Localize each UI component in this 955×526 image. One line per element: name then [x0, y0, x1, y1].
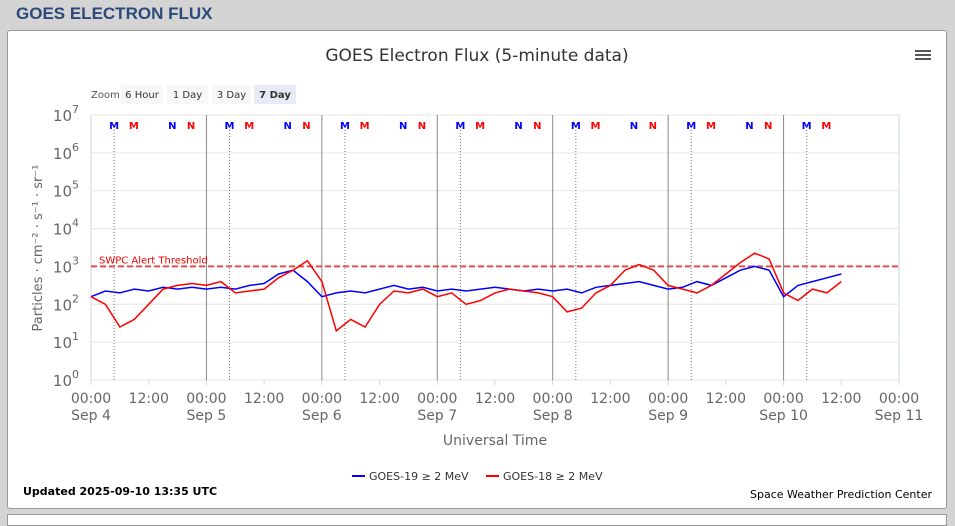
marker-N: N — [168, 121, 176, 132]
zoom-button-3[interactable] — [254, 85, 296, 104]
x-tick-time: 00:00 — [533, 391, 573, 407]
marker-M: M — [821, 121, 831, 132]
x-tick-date: Sep 6 — [302, 408, 342, 424]
page-header: GOES ELECTRON FLUX — [16, 4, 213, 23]
marker-M: M — [686, 121, 696, 132]
marker-M: M — [571, 121, 581, 132]
marker-N: N — [514, 121, 522, 132]
marker-N: N — [630, 121, 638, 132]
marker-M: M — [225, 121, 235, 132]
marker-M: M — [340, 121, 350, 132]
series-line-goes18 — [90, 252, 842, 333]
y-tick-label: 103 — [53, 254, 79, 276]
x-tick-time: 00:00 — [879, 391, 919, 407]
x-tick-time: 12:00 — [821, 391, 861, 407]
marker-M: M — [591, 121, 601, 132]
x-tick-time: 00:00 — [186, 391, 226, 407]
marker-N: N — [284, 121, 292, 132]
chart-title: GOES Electron Flux (5-minute data) — [325, 46, 628, 66]
legend-item-goes18[interactable]: GOES-18 ≥ 2 MeV — [503, 470, 603, 483]
y-tick-label: 105 — [53, 179, 79, 201]
legend-item-goes19[interactable]: GOES-19 ≥ 2 MeV — [369, 470, 469, 483]
marker-M: M — [109, 121, 119, 132]
y-tick-label: 102 — [53, 292, 79, 314]
marker-M: M — [129, 121, 139, 132]
marker-M: M — [360, 121, 370, 132]
marker-M: M — [706, 121, 716, 132]
x-tick-date: Sep 11 — [875, 408, 924, 424]
marker-M: M — [802, 121, 812, 132]
x-axis-title: Universal Time — [443, 433, 547, 449]
marker-N: N — [399, 121, 407, 132]
marker-N: N — [649, 121, 657, 132]
zoom-button-label[interactable]: 3 Day — [217, 90, 246, 101]
x-tick-date: Sep 7 — [417, 408, 457, 424]
marker-M: M — [475, 121, 485, 132]
credit-text: Space Weather Prediction Center — [750, 488, 932, 501]
x-tick-date: Sep 8 — [533, 408, 573, 424]
x-tick-date: Sep 4 — [71, 408, 111, 424]
x-tick-time: 00:00 — [302, 391, 342, 407]
series-line-goes19 — [90, 265, 842, 298]
x-tick-time: 00:00 — [417, 391, 457, 407]
x-tick-time: 12:00 — [706, 391, 746, 407]
y-tick-label: 107 — [53, 103, 79, 125]
y-tick-label: 106 — [53, 141, 79, 163]
y-tick-label: 101 — [53, 330, 79, 352]
y-tick-label: 104 — [53, 217, 79, 239]
y-tick-label: 100 — [53, 368, 79, 390]
marker-N: N — [745, 121, 753, 132]
x-tick-date: Sep 5 — [187, 408, 227, 424]
x-tick-time: 00:00 — [71, 391, 111, 407]
marker-M: M — [455, 121, 465, 132]
x-tick-time: 12:00 — [244, 391, 284, 407]
x-tick-date: Sep 9 — [648, 408, 688, 424]
chart-panel — [7, 30, 947, 509]
zoom-label: Zoom — [91, 90, 120, 101]
threshold-label: SWPC Alert Threshold — [99, 255, 208, 266]
marker-N: N — [187, 121, 195, 132]
menu-icon[interactable] — [915, 48, 931, 62]
zoom-button-label[interactable]: 7 Day — [259, 90, 291, 101]
marker-M: M — [244, 121, 254, 132]
x-tick-date: Sep 10 — [759, 408, 808, 424]
x-tick-time: 12:00 — [359, 391, 399, 407]
marker-N: N — [533, 121, 541, 132]
updated-text: Updated 2025-09-10 13:35 UTC — [23, 485, 217, 498]
x-tick-time: 00:00 — [763, 391, 803, 407]
zoom-button-2[interactable] — [212, 85, 251, 104]
zoom-button-1[interactable] — [167, 85, 208, 104]
zoom-button-0[interactable] — [121, 85, 163, 104]
x-tick-time: 12:00 — [475, 391, 515, 407]
zoom-button-label[interactable]: 6 Hour — [125, 90, 160, 101]
y-axis-title: Particles · cm⁻² · s⁻¹ · sr⁻¹ — [31, 165, 46, 332]
marker-N: N — [302, 121, 310, 132]
x-tick-time: 12:00 — [590, 391, 630, 407]
x-tick-time: 00:00 — [648, 391, 688, 407]
zoom-button-label[interactable]: 1 Day — [173, 90, 202, 101]
plot-area — [90, 114, 900, 381]
marker-N: N — [418, 121, 426, 132]
marker-N: N — [764, 121, 772, 132]
x-tick-time: 12:00 — [129, 391, 169, 407]
